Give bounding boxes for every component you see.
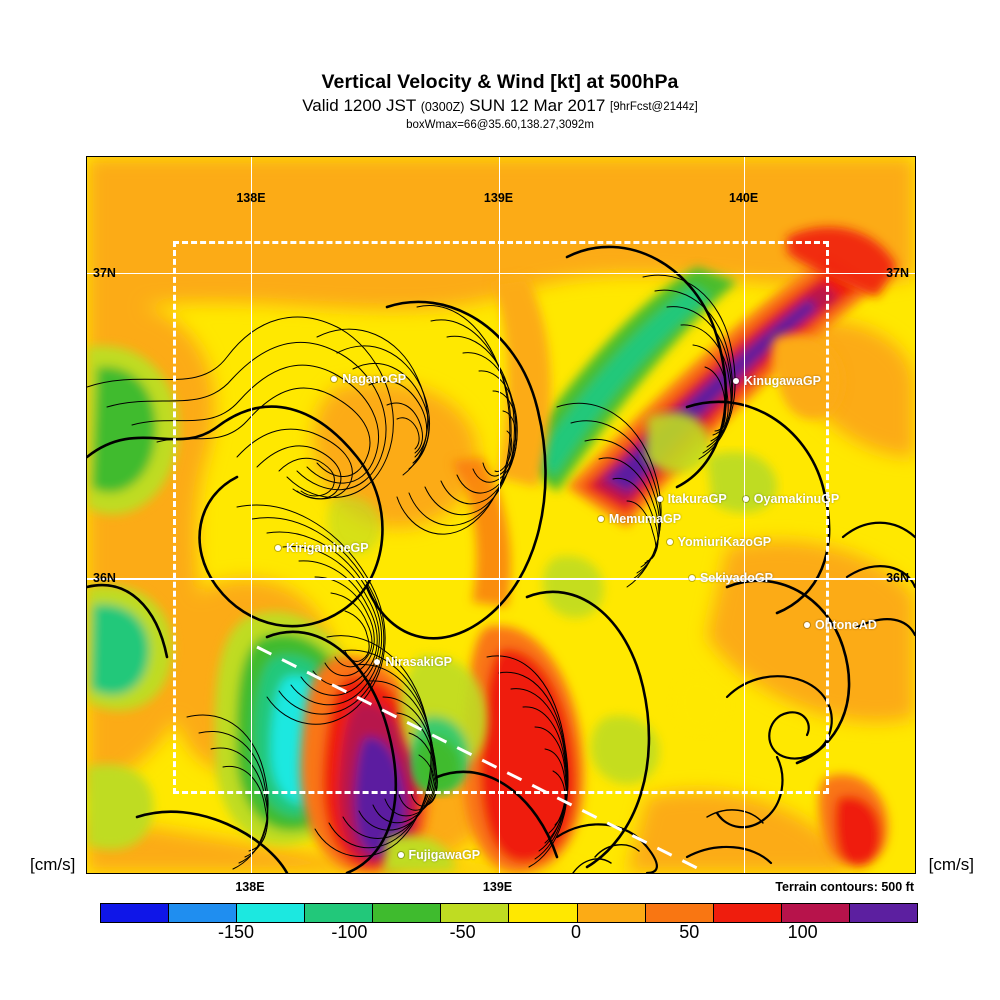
colorbar-swatch (305, 904, 374, 922)
forecast-tag: [9hrFcst@2144z] (610, 101, 698, 113)
station-marker[interactable]: KirigamineGP (274, 540, 369, 555)
station-marker[interactable]: FujigawaGP (397, 848, 481, 863)
station-marker[interactable]: KinugawaGP (732, 374, 821, 389)
station-label: NirasakiGP (385, 654, 453, 669)
station-marker[interactable]: NaganoGP (331, 372, 406, 386)
colorbar-swatch (577, 904, 646, 922)
station-dot-icon (732, 378, 739, 385)
station-marker[interactable]: NirasakiGP (374, 655, 452, 669)
station-dot-icon (688, 575, 695, 581)
axis-tick-label: 140E (728, 191, 759, 205)
station-dot-icon (274, 544, 281, 551)
axis-tick-label: 138E (236, 191, 266, 205)
station-marker[interactable]: SekiyadoGP (688, 571, 773, 585)
station-label: OhtoneAD (815, 617, 877, 632)
station-label: OyamakinuGP (753, 492, 840, 507)
vertical-velocity-field (87, 157, 915, 873)
station-dot-icon (597, 516, 604, 523)
box-max-annotation: boxWmax=66@35.60,138.27,3092m (406, 119, 594, 131)
valid-utc: (0300Z) (420, 100, 465, 114)
units-right-label: [cm/s] (928, 855, 974, 874)
axis-tick-label: 36N (93, 571, 116, 585)
station-dot-icon (666, 539, 673, 546)
axis-tick-label: 37N (93, 265, 116, 280)
colorbar-swatch (441, 904, 510, 922)
axis-tick-label: 139E (483, 191, 514, 205)
map-plot-area[interactable]: 138E 139E 140E 37N 36N 37N 36N NaganoGP Kinugaw… (86, 156, 916, 874)
station-label: KinugawaGP (743, 374, 821, 389)
station-markers: NaganoGP KinugawaGP OyamakinuGP ItakuraGP Me… (87, 157, 915, 873)
station-dot-icon (742, 496, 749, 503)
station-marker[interactable]: OhtoneAD (804, 618, 877, 632)
colorbar-swatch (373, 904, 442, 922)
colorbar-tick-label: 100 (787, 922, 818, 942)
colorbar-tick-label: -100 (331, 922, 368, 942)
terrain-contours-and-coastline (87, 245, 915, 873)
station-label: MemumaGP (608, 512, 682, 527)
axis-tick-label: 139E (482, 880, 513, 894)
colorbar-swatch (101, 904, 170, 922)
colorbar-swatch (237, 904, 306, 922)
valid-time-line: Valid 1200 JST (0300Z) SUN 12 Mar 2017 [… (0, 95, 1000, 118)
graticule (87, 157, 915, 873)
colorbar-swatch (509, 904, 578, 922)
valid-prefix: Valid 1200 JST (302, 96, 416, 115)
station-dot-icon (374, 658, 381, 665)
colorbar-swatch (713, 904, 782, 922)
axis-tick-label: 36N (886, 571, 909, 585)
axis-tick-label: 138E (235, 880, 265, 894)
colorbar-swatch (169, 904, 238, 922)
station-dot-icon (804, 621, 811, 628)
units-left-label: [cm/s] (30, 855, 76, 874)
colorbar-swatch (849, 904, 917, 922)
page-title: Vertical Velocity & Wind [kt] at 500hPa (321, 71, 679, 93)
station-label: ItakuraGP (667, 492, 727, 507)
title-block: Vertical Velocity & Wind [kt] at 500hPa … (0, 70, 1000, 132)
station-marker[interactable]: MemumaGP (597, 512, 682, 527)
station-marker[interactable]: YomiuriKazoGP (666, 535, 772, 550)
colorbar-swatch (781, 904, 850, 922)
colorbar[interactable] (100, 903, 918, 923)
axis-labels: 138E 139E 140E 37N 36N 37N 36N (87, 157, 915, 873)
terrain-contour-note: Terrain contours: 500 ft (775, 880, 914, 894)
station-label: NaganoGP (342, 371, 407, 386)
station-label: SekiyadoGP (699, 571, 773, 585)
station-label: KirigamineGP (285, 540, 369, 555)
colorbar-tick-label: 0 (570, 922, 581, 942)
colorbar-tick-labels: -150 -100 -50 0 50 100 (0, 922, 1000, 952)
station-dot-icon (397, 852, 404, 859)
analysis-box (173, 241, 829, 794)
station-label: FujigawaGP (408, 848, 481, 863)
station-label: YomiuriKazoGP (677, 535, 772, 550)
colorbar-swatch (645, 904, 714, 922)
station-marker[interactable]: ItakuraGP (656, 492, 727, 507)
colorbar-tick-label: -50 (449, 922, 476, 942)
station-dot-icon (331, 375, 338, 382)
station-marker[interactable]: OyamakinuGP (742, 492, 840, 507)
valid-date: SUN 12 Mar 2017 (469, 96, 606, 115)
axis-tick-label: 37N (886, 265, 909, 280)
station-dot-icon (656, 496, 663, 503)
colorbar-tick-label: -150 (218, 922, 255, 942)
colorbar-tick-label: 50 (679, 922, 700, 942)
